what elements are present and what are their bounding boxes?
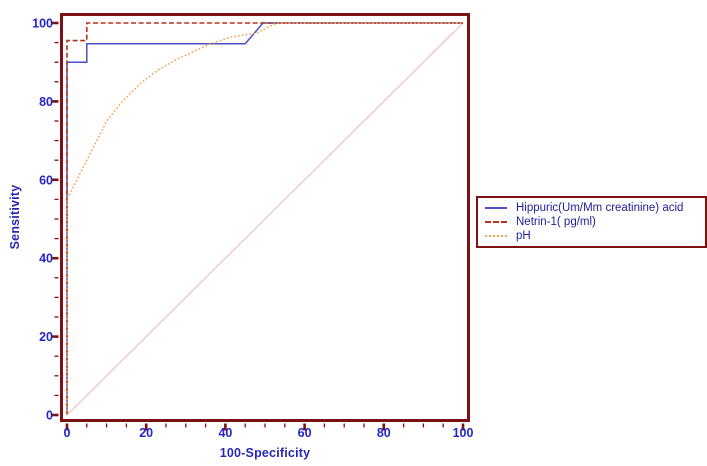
x-axis-title: 100-Specificity <box>219 446 311 460</box>
roc-curve-ph <box>66 22 463 415</box>
y-tick-label: 0 <box>46 409 53 423</box>
legend-line-sample-dashed <box>485 221 507 223</box>
x-tick-label: 100 <box>453 426 474 440</box>
y-tick-label: 100 <box>32 17 53 31</box>
x-tick-label: 0 <box>64 426 71 440</box>
legend-label: Hippuric(Um/Mm creatinine) acid <box>516 202 684 214</box>
plot-frame <box>60 13 470 422</box>
y-tick-label: 60 <box>39 173 53 187</box>
y-tick-label: 20 <box>39 330 53 344</box>
legend: Hippuric(Um/Mm creatinine) acid Netrin-1… <box>476 196 707 248</box>
x-tick-label: 80 <box>377 426 391 440</box>
legend-line-sample-solid <box>485 207 507 209</box>
legend-item-hippuric: Hippuric(Um/Mm creatinine) acid <box>485 201 705 215</box>
reference-diagonal-line <box>66 22 464 416</box>
legend-item-ph: pH <box>485 229 705 243</box>
x-tick-label: 60 <box>298 426 312 440</box>
y-axis-title: Sensitivity <box>8 184 22 250</box>
legend-line-sample-dotted <box>485 235 507 237</box>
y-tick-label: 40 <box>39 252 53 266</box>
x-tick-label: 40 <box>218 426 232 440</box>
legend-item-netrin: Netrin-1( pg/ml) <box>485 215 705 229</box>
legend-label: Netrin-1( pg/ml) <box>516 216 596 228</box>
legend-label: pH <box>516 230 531 242</box>
x-tick-label: 20 <box>139 426 153 440</box>
y-tick-label: 80 <box>39 95 53 109</box>
